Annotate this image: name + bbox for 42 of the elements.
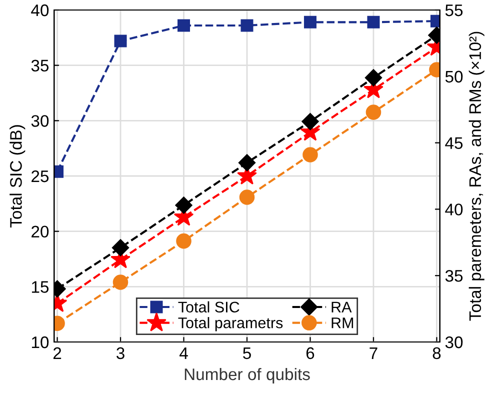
point (178, 19, 190, 32)
point (240, 19, 254, 32)
x-tick-label: 5 (243, 347, 251, 360)
point (239, 190, 255, 205)
legend-label: Total parametrs (178, 317, 283, 332)
point (366, 104, 382, 120)
y-tick-label: 25 (32, 170, 49, 182)
y-tick-label: 40 (31, 4, 49, 16)
point (112, 239, 130, 256)
x-tick-label: 7 (370, 347, 378, 359)
y-axis-title: Total SIC (dB) (10, 125, 26, 228)
legend-label: RM (332, 318, 354, 328)
point (238, 154, 256, 172)
y2-tick-label: 45 (445, 137, 463, 150)
x-tick-label: 2 (53, 347, 62, 359)
y-tick-label: 15 (32, 281, 49, 293)
legend-label: RA (332, 302, 352, 312)
point (302, 113, 319, 130)
point (304, 16, 316, 28)
x-tick-label: 8 (432, 347, 441, 360)
y2-tick-label: 55 (445, 4, 463, 16)
y-tick-label: 10 (32, 336, 49, 348)
y2-tick-label: 30 (445, 336, 463, 348)
point (367, 16, 380, 28)
y-tick-label: 20 (32, 226, 49, 238)
legend-label: Total SIC (178, 301, 240, 313)
y2-tick-label: 40 (445, 204, 463, 216)
y2-tick-label: 50 (445, 70, 463, 83)
x-tick-label: 3 (116, 347, 124, 360)
x-tick-label: 6 (306, 347, 314, 360)
y2-tick-label: 35 (445, 270, 463, 282)
point (364, 69, 382, 86)
point (175, 196, 192, 214)
x-tick-label: 4 (180, 347, 188, 359)
y-tick-label: 35 (31, 60, 49, 72)
x-axis-title: Number of qubits (184, 368, 310, 384)
y2-axis-title: Total paremeters, RAs, and RMs (×10²) (468, 32, 484, 321)
y-tick-label: 30 (31, 115, 49, 127)
point (114, 34, 127, 48)
point (112, 274, 128, 290)
point (302, 147, 318, 162)
point (176, 233, 192, 249)
